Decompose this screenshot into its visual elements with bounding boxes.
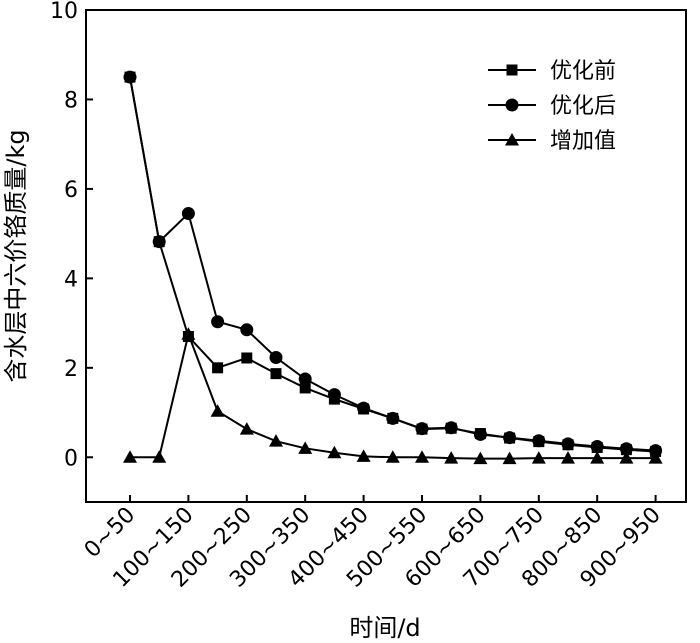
data-point [299, 382, 311, 394]
data-point [415, 422, 429, 436]
data-point [444, 451, 459, 464]
y-tick-label: 10 [50, 0, 78, 24]
data-point [327, 445, 342, 459]
x-axis: 0~50100~150200~250300~350400~450500~5506… [80, 495, 666, 593]
data-point [357, 401, 371, 415]
data-point [152, 235, 166, 249]
legend-label: 优化前 [550, 59, 616, 84]
series-triangle [123, 327, 663, 465]
data-point [473, 427, 487, 441]
data-point [211, 315, 225, 329]
series-layer [123, 70, 663, 465]
data-point [298, 441, 313, 454]
data-point [152, 450, 167, 463]
legend-item: 增加值 [488, 129, 616, 154]
data-point [269, 351, 283, 365]
data-point [240, 323, 254, 337]
series-circle [123, 70, 663, 458]
data-point [123, 450, 137, 463]
y-tick-label: 4 [64, 267, 78, 292]
data-point [356, 449, 371, 462]
legend-label: 增加值 [550, 129, 616, 154]
data-point [531, 451, 546, 464]
y-tick-label: 6 [64, 178, 78, 203]
data-point [590, 451, 605, 464]
data-point [269, 434, 283, 447]
data-point [619, 451, 634, 464]
plot-frame [85, 9, 687, 503]
legend-marker [505, 98, 519, 112]
y-axis: 0 2 4 6 8 10 [50, 0, 93, 471]
data-point [473, 451, 488, 465]
data-point [327, 388, 341, 402]
data-point [649, 444, 663, 458]
data-point [123, 70, 137, 84]
y-tick-label: 2 [64, 357, 78, 382]
y-tick-label: 8 [64, 88, 78, 113]
data-point [648, 451, 663, 464]
data-point [561, 451, 575, 464]
data-point [241, 352, 253, 364]
data-point [502, 451, 517, 465]
x-axis-title: 时间/d [349, 614, 420, 642]
data-point [385, 450, 400, 463]
legend-marker [506, 64, 518, 76]
y-axis-title: 含水层中六价铬质量/kg [2, 129, 30, 382]
data-point [181, 327, 196, 340]
y-tick-label: 0 [64, 446, 78, 471]
data-point [270, 368, 282, 380]
legend-marker [505, 133, 519, 146]
data-point [561, 437, 575, 451]
data-point [444, 421, 458, 435]
series-line [130, 330, 656, 460]
data-point [239, 422, 254, 435]
data-point [212, 362, 224, 374]
data-point [532, 434, 546, 448]
legend-item: 优化前 [488, 59, 616, 84]
data-point [503, 431, 517, 445]
legend-item: 优化后 [488, 94, 616, 119]
data-point [415, 450, 429, 463]
data-point [590, 440, 604, 454]
data-point [298, 372, 312, 386]
data-point [619, 442, 633, 456]
data-point [181, 207, 195, 221]
legend-label: 优化后 [550, 94, 616, 119]
data-point [210, 404, 225, 417]
data-point [386, 411, 400, 425]
